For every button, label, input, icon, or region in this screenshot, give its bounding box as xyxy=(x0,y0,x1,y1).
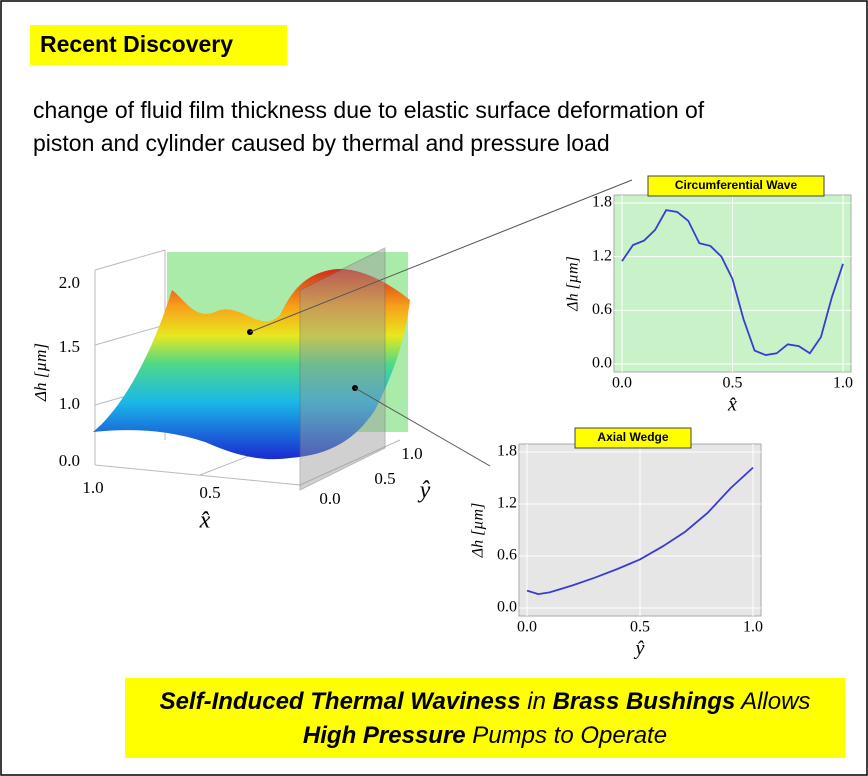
y-axis-label: Δh [µm] xyxy=(470,503,487,559)
footer-segment: Brass Bushings xyxy=(553,688,736,715)
z-tick-label: 1.5 xyxy=(59,337,80,356)
y-axis-label: ŷ xyxy=(418,478,431,504)
footer-box xyxy=(125,678,845,758)
x-axis-label: x̂ xyxy=(199,508,211,534)
section-plane xyxy=(299,247,386,491)
connector xyxy=(249,179,633,333)
x-tick-label: 0.5 xyxy=(723,375,743,392)
x-tick-label: 1.0 xyxy=(833,375,853,392)
chart-title: Axial Wedge xyxy=(597,430,668,444)
footer-segment: Allows xyxy=(735,688,810,715)
title-box xyxy=(30,25,287,65)
footer-line: High Pressure Pumps to Operate xyxy=(303,722,667,749)
footer-segment: Pumps to Operate xyxy=(466,722,667,749)
y-tick-label: 0.5 xyxy=(374,469,395,488)
x-axis-label: x̂ xyxy=(727,394,737,416)
chart-title-box xyxy=(574,427,692,449)
y-tick-label: 1.8 xyxy=(497,443,517,460)
description-line: change of fluid film thickness due to el… xyxy=(33,97,705,123)
footer-line: Self-Induced Thermal Waviness in Brass B… xyxy=(160,688,811,715)
description-line: piston and cylinder caused by thermal an… xyxy=(33,130,610,156)
x-tick-label: 0.0 xyxy=(517,619,537,636)
surface-axes: 0.0 1.0 1.5 2.0 1.0 0.5 0.0 0.5 1.0 x̂ y… xyxy=(31,273,431,534)
line xyxy=(526,466,754,596)
y-tick-label: 0.6 xyxy=(497,547,517,564)
y-tick-label: 0.6 xyxy=(592,301,612,318)
line xyxy=(621,209,844,356)
y-tick-label: 1.2 xyxy=(497,495,517,512)
z-tick-label: 0.0 xyxy=(59,451,80,470)
y-tick-label: 1.8 xyxy=(592,194,612,211)
z-tick-label: 1.0 xyxy=(59,394,80,413)
y-tick-label: 0.0 xyxy=(319,489,340,508)
y-tick-label: 1.0 xyxy=(401,444,422,463)
connector xyxy=(354,387,491,467)
x-tick-label: 0.5 xyxy=(199,483,220,502)
x-tick-label: 0.0 xyxy=(612,375,632,392)
footer-segment: Self-Induced Thermal Waviness xyxy=(160,688,521,715)
chart-title-box xyxy=(647,175,825,197)
y-tick-label: 0.0 xyxy=(592,355,612,372)
y-tick-label: 0.0 xyxy=(497,599,517,616)
z-tick-label: 2.0 xyxy=(59,273,80,292)
x-tick-label: 1.0 xyxy=(743,619,763,636)
footer-segment: High Pressure xyxy=(303,722,466,749)
y-tick-label: 1.2 xyxy=(592,247,612,264)
surface xyxy=(93,269,410,460)
z-axis-label: Δh [µm] xyxy=(31,343,50,402)
x-axis-label: ŷ xyxy=(634,638,645,660)
x-tick-label: 1.0 xyxy=(82,478,103,497)
footer: Self-Induced Thermal Waviness in Brass B… xyxy=(160,688,811,749)
x-tick-label: 0.5 xyxy=(630,619,650,636)
footer-segment: in xyxy=(521,688,553,715)
y-axis-label: Δh [µm] xyxy=(565,256,582,312)
chart-title: Circumferential Wave xyxy=(675,178,798,192)
title: Recent Discovery xyxy=(40,31,233,57)
